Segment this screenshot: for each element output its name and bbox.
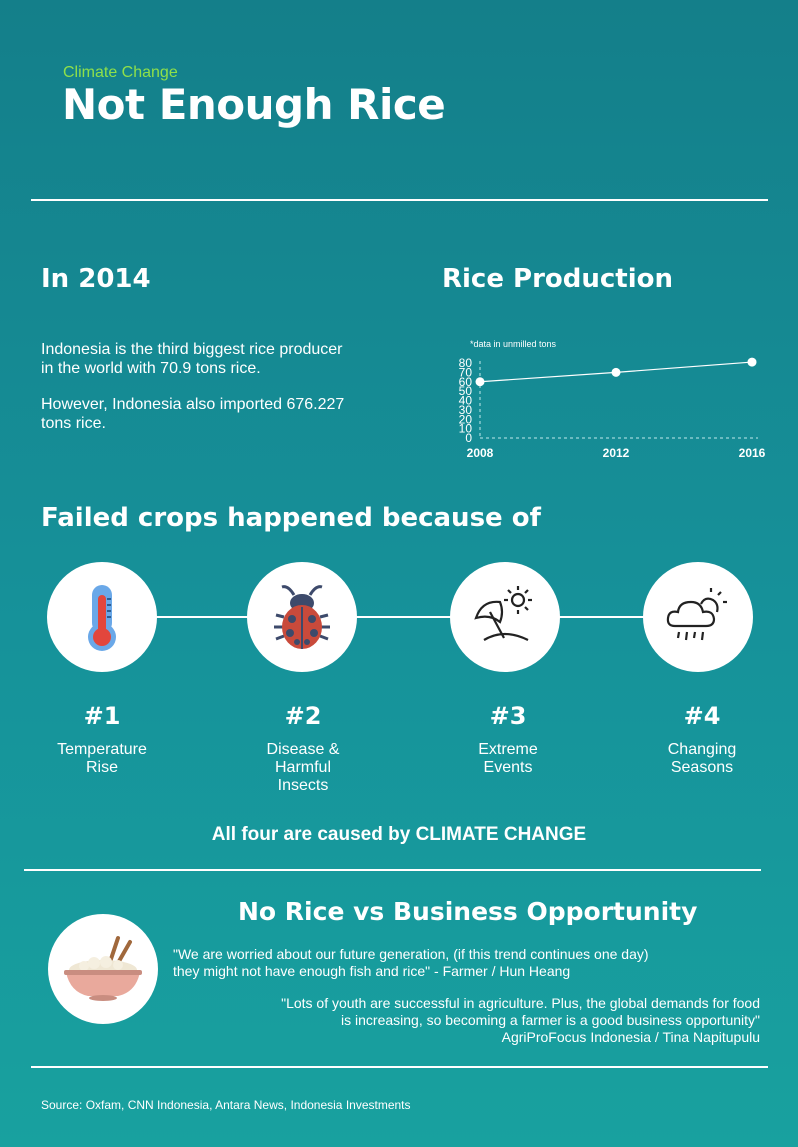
intro-paragraph-2-line-1: However, Indonesia also imported 676.227 bbox=[41, 396, 345, 413]
production-heading: Rice Production bbox=[442, 264, 674, 294]
quote-agriprofocus: "Lots of youth are successful in agricul… bbox=[281, 995, 760, 1046]
quote-farmer-line-2: they might not have enough fish and rice… bbox=[173, 963, 571, 979]
divider-top bbox=[31, 199, 768, 201]
quote-farmer-line-1: "We are worried about our future generat… bbox=[173, 946, 649, 962]
cause-2-circle bbox=[247, 562, 357, 672]
intro-paragraph-2: However, Indonesia also imported 676.227… bbox=[41, 395, 401, 433]
quote-agriprofocus-line-1: "Lots of youth are successful in agricul… bbox=[281, 995, 760, 1011]
beach-umbrella-sun-icon bbox=[474, 586, 532, 641]
data-point-2012 bbox=[611, 367, 621, 377]
cause-3-label-line-2: Events bbox=[483, 759, 533, 776]
intro-paragraph-2-line-2: tons rice. bbox=[41, 415, 106, 432]
y-tick-label: 60 bbox=[459, 375, 473, 389]
causes-heading: Failed crops happened because of bbox=[41, 503, 541, 533]
thermometer-icon bbox=[88, 585, 116, 651]
cause-1-label-line-2: Rise bbox=[85, 759, 118, 776]
data-point-2008 bbox=[475, 377, 485, 387]
x-axis-ticks: 2008 2012 2016 bbox=[467, 446, 766, 460]
y-tick-label: 0 bbox=[465, 431, 472, 445]
opportunity-heading: No Rice vs Business Opportunity bbox=[238, 897, 698, 926]
intro-paragraph-1-line-2: in the world with 70.9 tons rice. bbox=[41, 360, 261, 377]
intro-heading: In 2014 bbox=[41, 264, 151, 294]
y-tick-label: 50 bbox=[459, 384, 473, 398]
quote-agriprofocus-line-2: is increasing, so becoming a farmer is a… bbox=[341, 1012, 760, 1028]
x-tick-label: 2012 bbox=[603, 446, 630, 460]
rain-cloud-sun-icon bbox=[666, 588, 727, 641]
rice-bowl-chopsticks-icon bbox=[64, 936, 142, 1001]
cause-3-label: Extreme Events bbox=[438, 741, 578, 777]
y-tick-label: 20 bbox=[459, 412, 473, 426]
chart-note: *data in unmilled tons bbox=[470, 339, 557, 349]
y-tick-label: 70 bbox=[459, 365, 473, 379]
cause-1-number: #1 bbox=[83, 702, 121, 730]
divider-bottom bbox=[31, 1066, 768, 1068]
rice-bowl-circle bbox=[48, 914, 158, 1024]
cause-1-label: Temperature Rise bbox=[32, 741, 172, 777]
cause-3-label-line-1: Extreme bbox=[478, 741, 538, 758]
cause-1-circle bbox=[47, 562, 157, 672]
chart-series bbox=[475, 357, 757, 387]
cause-2-label-line-3: Insects bbox=[277, 777, 329, 794]
cause-2-label: Disease & Harmful Insects bbox=[233, 741, 373, 795]
x-tick-label: 2016 bbox=[739, 446, 766, 460]
divider-middle bbox=[24, 869, 761, 871]
cause-2-number: #2 bbox=[284, 702, 322, 730]
kicker-label: Climate Change bbox=[63, 64, 178, 81]
intro-paragraph-1-line-1: Indonesia is the third biggest rice prod… bbox=[41, 341, 343, 358]
y-tick-label: 30 bbox=[459, 403, 473, 417]
y-tick-label: 40 bbox=[459, 394, 473, 408]
quote-farmer: "We are worried about our future generat… bbox=[173, 946, 649, 980]
source-footer: Source: Oxfam, CNN Indonesia, Antara New… bbox=[41, 1098, 411, 1112]
causes-connector-line bbox=[100, 616, 700, 618]
cause-4-label-line-1: Changing bbox=[667, 741, 737, 758]
rice-production-chart: *data in unmilled tons 80706050403020100… bbox=[459, 339, 766, 460]
cause-2-label-line-1: Disease & bbox=[266, 741, 340, 758]
page-title: Not Enough Rice bbox=[62, 80, 446, 129]
intro-paragraph-1: Indonesia is the third biggest rice prod… bbox=[41, 340, 401, 378]
cause-3-number: #3 bbox=[489, 702, 527, 730]
cause-3-circle bbox=[450, 562, 560, 672]
y-tick-label: 10 bbox=[459, 422, 473, 436]
cause-4-circle bbox=[643, 562, 753, 672]
ladybug-icon bbox=[274, 585, 330, 649]
cause-1-label-line-1: Temperature bbox=[57, 741, 147, 758]
causes-summary: All four are caused by CLIMATE CHANGE bbox=[211, 824, 587, 845]
cause-4-label: Changing Seasons bbox=[632, 741, 772, 777]
cause-4-number: #4 bbox=[683, 702, 721, 730]
y-tick-label: 80 bbox=[459, 356, 473, 370]
cause-2-label-line-2: Harmful bbox=[274, 759, 331, 776]
quote-agriprofocus-line-3: AgriProFocus Indonesia / Tina Napitupulu bbox=[501, 1029, 760, 1045]
data-point-2016 bbox=[747, 357, 757, 367]
x-tick-label: 2008 bbox=[467, 446, 494, 460]
cause-4-label-line-2: Seasons bbox=[670, 759, 734, 776]
chart-baseline bbox=[479, 361, 758, 439]
